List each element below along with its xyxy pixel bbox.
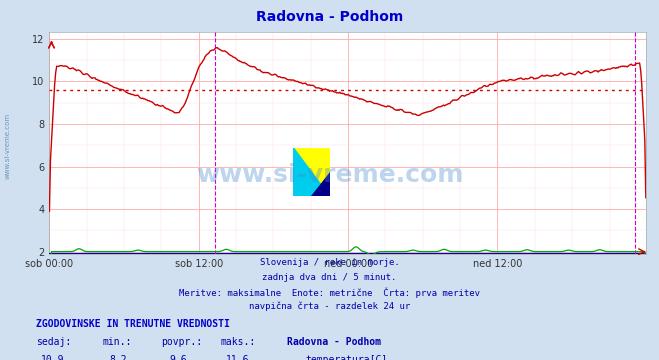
Polygon shape xyxy=(312,172,330,196)
Text: 10,9: 10,9 xyxy=(41,355,65,360)
Text: Radovna - Podhom: Radovna - Podhom xyxy=(287,337,381,347)
Text: min.:: min.: xyxy=(102,337,132,347)
Text: zadnja dva dni / 5 minut.: zadnja dva dni / 5 minut. xyxy=(262,273,397,282)
Text: temperatura[C]: temperatura[C] xyxy=(305,355,387,360)
Text: www.si-vreme.com: www.si-vreme.com xyxy=(5,113,11,179)
Text: Meritve: maksimalne  Enote: metrične  Črta: prva meritev: Meritve: maksimalne Enote: metrične Črta… xyxy=(179,287,480,298)
Polygon shape xyxy=(293,148,330,196)
Text: 8,2: 8,2 xyxy=(110,355,127,360)
Text: 9,6: 9,6 xyxy=(169,355,186,360)
Text: www.si-vreme.com: www.si-vreme.com xyxy=(196,163,463,186)
Text: povpr.:: povpr.: xyxy=(161,337,202,347)
Text: Slovenija / reke in morje.: Slovenija / reke in morje. xyxy=(260,258,399,267)
Text: maks.:: maks.: xyxy=(221,337,256,347)
Polygon shape xyxy=(293,148,330,196)
Text: 11,6: 11,6 xyxy=(225,355,249,360)
Text: Radovna - Podhom: Radovna - Podhom xyxy=(256,10,403,24)
Text: sedaj:: sedaj: xyxy=(36,337,71,347)
Text: navpična črta - razdelek 24 ur: navpična črta - razdelek 24 ur xyxy=(249,302,410,311)
Text: ZGODOVINSKE IN TRENUTNE VREDNOSTI: ZGODOVINSKE IN TRENUTNE VREDNOSTI xyxy=(36,319,230,329)
